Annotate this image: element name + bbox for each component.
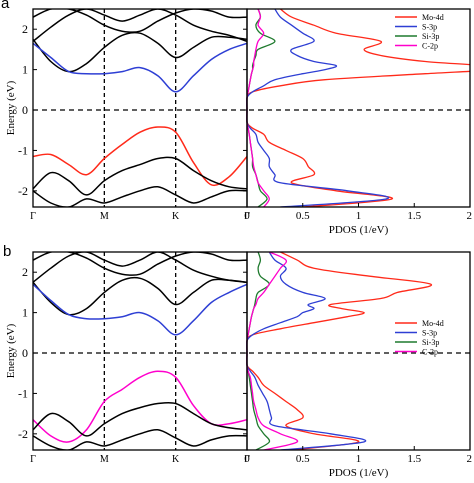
pdos-line-c-2p <box>246 9 270 207</box>
band-frame <box>32 251 248 451</box>
band-line-5 <box>33 126 248 187</box>
x-tick-label: 1 <box>356 453 362 465</box>
band-line-3 <box>33 9 248 33</box>
band-line-4 <box>33 283 248 336</box>
legend-label-mo-4d: Mo-4d <box>422 319 444 328</box>
band-line-3 <box>33 252 248 276</box>
x-axis-label: PDOS (1/eV) <box>329 467 389 479</box>
x-tick-label: 2 <box>467 453 473 465</box>
kpoint-label: Γ <box>30 454 36 465</box>
band-line-2 <box>33 9 248 43</box>
x-tick-label: 0.5 <box>296 453 310 465</box>
plot-area <box>33 252 432 450</box>
x-tick-label: 1.5 <box>407 453 421 465</box>
x-tick-label: 0 <box>244 453 250 465</box>
band-frame <box>32 8 248 208</box>
x-axis-label: PDOS (1/eV) <box>329 224 389 236</box>
kpoint-label: Γ <box>244 454 250 465</box>
y-tick-label: -1 <box>18 143 28 157</box>
kpoint-label: Γ <box>244 211 250 222</box>
y-tick-label: 2 <box>22 265 28 279</box>
band-line-1 <box>33 31 248 73</box>
pdos-line-s-3p <box>245 252 367 450</box>
kpoint-label: Γ <box>30 211 36 222</box>
y-tick-label: -2 <box>18 184 28 198</box>
legend-label-si-3p: Si-3p <box>422 32 439 41</box>
legend-label-c-2p: C-2p <box>422 348 438 357</box>
pdos-line-si-3p <box>246 252 271 450</box>
pdos-line-mo-4d <box>245 9 470 207</box>
y-axis-label: Energy (eV) <box>5 80 17 135</box>
band-line-6 <box>33 401 248 437</box>
legend-label-mo-4d: Mo-4d <box>422 13 444 22</box>
band-line-5 <box>33 370 248 443</box>
kpoint-label: K <box>172 454 180 465</box>
kpoint-label: M <box>100 454 109 465</box>
legend-label-si-3p: Si-3p <box>422 338 439 347</box>
kpoint-label: K <box>172 211 180 222</box>
y-tick-label: 0 <box>22 346 28 360</box>
y-tick-label: -2 <box>18 427 28 441</box>
x-tick-label: 1 <box>356 210 362 222</box>
x-tick-label: 0 <box>244 210 250 222</box>
y-tick-label: 2 <box>22 22 28 36</box>
x-tick-label: 0.5 <box>296 210 310 222</box>
band-line-7 <box>33 185 248 207</box>
x-tick-label: 2 <box>467 210 473 222</box>
y-tick-label: 1 <box>22 306 28 320</box>
y-tick-label: -1 <box>18 386 28 400</box>
band-line-1 <box>33 276 248 316</box>
pdos-line-c-2p <box>246 252 299 450</box>
x-tick-label: 1.5 <box>407 210 421 222</box>
y-tick-label: 1 <box>22 63 28 77</box>
legend-label-c-2p: C-2p <box>422 42 438 51</box>
plot-area <box>33 9 470 207</box>
band-line-7 <box>33 428 248 450</box>
y-axis-label: Energy (eV) <box>5 323 17 378</box>
band-line-6 <box>33 156 248 196</box>
panel-letter-b: b <box>3 243 12 260</box>
panel-letter-a: a <box>1 0 10 12</box>
band-line-2 <box>33 252 248 284</box>
legend-label-s-3p: S-3p <box>422 23 437 32</box>
kpoint-label: M <box>100 211 109 222</box>
y-tick-label: 0 <box>22 103 28 117</box>
legend-label-s-3p: S-3p <box>422 329 437 338</box>
band-line-4 <box>33 42 248 93</box>
